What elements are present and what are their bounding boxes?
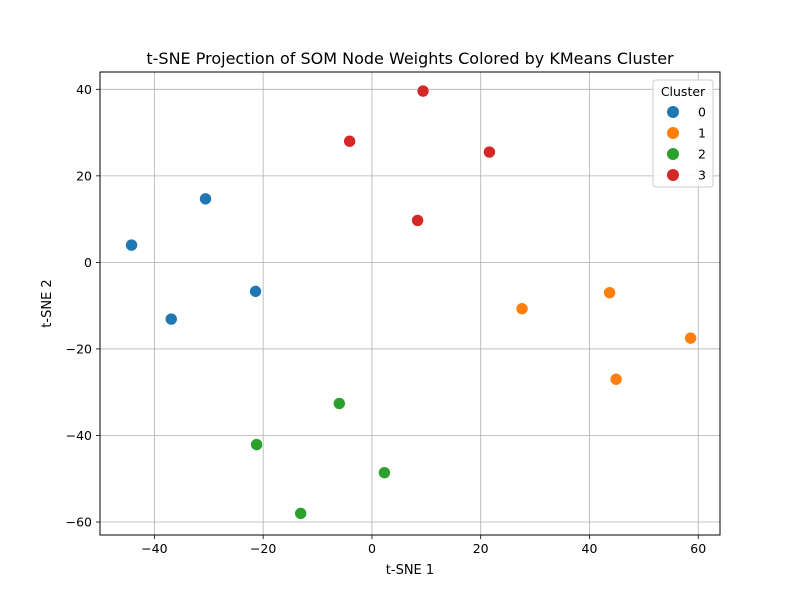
legend-label-cluster-1: 1 — [698, 126, 706, 141]
legend-box — [652, 79, 714, 188]
chart-title: t-SNE Projection of SOM Node Weights Col… — [146, 49, 674, 68]
legend-marker-cluster-2 — [667, 148, 679, 160]
cluster-3-point — [416, 84, 430, 98]
x-axis-label: t-SNE 1 — [386, 563, 434, 578]
cluster-2-point — [378, 466, 391, 479]
legend-label-cluster-3: 3 — [698, 168, 706, 183]
x-tick-label: 0 — [368, 541, 376, 556]
cluster-3-point — [343, 134, 356, 148]
cluster-0-point — [164, 312, 178, 326]
x-tick-label: 20 — [473, 541, 489, 556]
grid-lines — [100, 72, 720, 535]
cluster-0-point — [249, 285, 262, 298]
cluster-2-point — [294, 507, 307, 520]
cluster-3-point — [411, 214, 424, 227]
legend-marker-cluster-0 — [667, 106, 679, 118]
legend-label-cluster-0: 0 — [698, 105, 706, 120]
y-tick-label: −40 — [66, 428, 92, 443]
y-tick-label: 40 — [76, 82, 92, 97]
cluster-2-point — [250, 438, 263, 451]
legend: Cluster 0 1 2 3 — [652, 79, 714, 188]
cluster-0-point — [125, 238, 138, 252]
y-axis-label: t-SNE 2 — [40, 279, 55, 327]
x-tick-label: 60 — [690, 541, 706, 556]
cluster-1-point — [603, 286, 616, 299]
y-tick-label: 20 — [76, 168, 92, 183]
y-tick-label: 0 — [84, 255, 92, 270]
cluster-1-point — [609, 372, 623, 386]
legend-marker-cluster-3 — [667, 169, 679, 181]
legend-label-cluster-2: 2 — [698, 147, 706, 162]
cluster-1-point — [684, 331, 697, 345]
x-tick-label: −20 — [250, 541, 276, 556]
x-tick-label: −40 — [141, 541, 167, 556]
cluster-0-point — [199, 192, 212, 206]
plot-frame — [99, 71, 721, 536]
legend-title: Cluster — [661, 84, 706, 99]
cluster-2-point — [332, 397, 346, 410]
x-tick-label: 40 — [582, 541, 598, 556]
cluster-3-point — [483, 145, 496, 159]
cluster-1-point — [515, 302, 529, 315]
data-points — [125, 84, 697, 520]
y-tick-label: −20 — [66, 341, 92, 356]
legend-marker-cluster-1 — [667, 127, 679, 139]
y-tick-label: −60 — [66, 515, 92, 530]
